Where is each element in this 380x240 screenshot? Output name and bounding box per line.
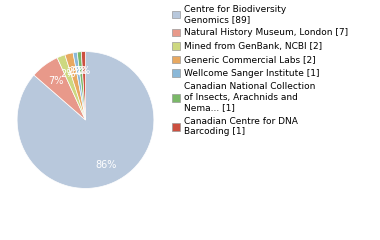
Text: 1%: 1% (70, 66, 86, 76)
Wedge shape (81, 52, 86, 120)
Wedge shape (77, 52, 86, 120)
Wedge shape (34, 58, 86, 120)
Wedge shape (73, 52, 86, 120)
Text: 7%: 7% (48, 76, 64, 85)
Legend: Centre for Biodiversity
Genomics [89], Natural History Museum, London [7], Mined: Centre for Biodiversity Genomics [89], N… (172, 5, 348, 136)
Text: 2%: 2% (60, 69, 76, 79)
Text: 2%: 2% (66, 67, 81, 77)
Wedge shape (65, 53, 86, 120)
Text: 1%: 1% (73, 66, 89, 76)
Text: 86%: 86% (95, 160, 117, 170)
Wedge shape (57, 55, 86, 120)
Text: 1%: 1% (76, 66, 92, 76)
Wedge shape (17, 52, 154, 188)
